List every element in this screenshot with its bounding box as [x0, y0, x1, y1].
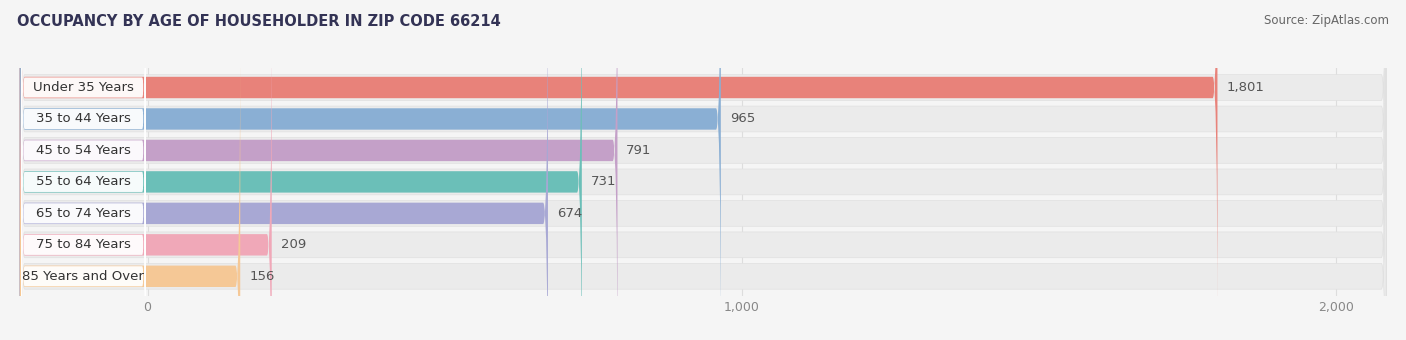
- FancyBboxPatch shape: [21, 0, 146, 329]
- FancyBboxPatch shape: [21, 3, 146, 340]
- Text: 55 to 64 Years: 55 to 64 Years: [37, 175, 131, 188]
- Text: 1,801: 1,801: [1226, 81, 1264, 94]
- FancyBboxPatch shape: [20, 0, 548, 340]
- FancyBboxPatch shape: [20, 6, 1386, 340]
- Text: 156: 156: [249, 270, 274, 283]
- Text: Source: ZipAtlas.com: Source: ZipAtlas.com: [1264, 14, 1389, 27]
- Text: 209: 209: [281, 238, 307, 251]
- Text: Under 35 Years: Under 35 Years: [32, 81, 134, 94]
- Text: 65 to 74 Years: 65 to 74 Years: [37, 207, 131, 220]
- Text: 45 to 54 Years: 45 to 54 Years: [37, 144, 131, 157]
- FancyBboxPatch shape: [20, 35, 240, 340]
- FancyBboxPatch shape: [20, 4, 271, 340]
- FancyBboxPatch shape: [20, 0, 582, 340]
- FancyBboxPatch shape: [21, 0, 146, 266]
- FancyBboxPatch shape: [20, 0, 1386, 340]
- FancyBboxPatch shape: [20, 0, 617, 340]
- Text: 965: 965: [730, 113, 755, 125]
- Text: 35 to 44 Years: 35 to 44 Years: [37, 113, 131, 125]
- FancyBboxPatch shape: [20, 0, 1386, 340]
- FancyBboxPatch shape: [20, 0, 1386, 340]
- FancyBboxPatch shape: [20, 37, 1386, 340]
- FancyBboxPatch shape: [21, 98, 146, 340]
- FancyBboxPatch shape: [21, 0, 146, 298]
- FancyBboxPatch shape: [20, 0, 1386, 340]
- Text: 791: 791: [626, 144, 652, 157]
- FancyBboxPatch shape: [20, 0, 1386, 326]
- FancyBboxPatch shape: [20, 0, 721, 340]
- Text: 85 Years and Over: 85 Years and Over: [22, 270, 145, 283]
- FancyBboxPatch shape: [21, 66, 146, 340]
- Text: OCCUPANCY BY AGE OF HOUSEHOLDER IN ZIP CODE 66214: OCCUPANCY BY AGE OF HOUSEHOLDER IN ZIP C…: [17, 14, 501, 29]
- Text: 75 to 84 Years: 75 to 84 Years: [37, 238, 131, 251]
- FancyBboxPatch shape: [21, 35, 146, 340]
- Text: 674: 674: [557, 207, 582, 220]
- Text: 731: 731: [591, 175, 616, 188]
- FancyBboxPatch shape: [20, 0, 1218, 328]
